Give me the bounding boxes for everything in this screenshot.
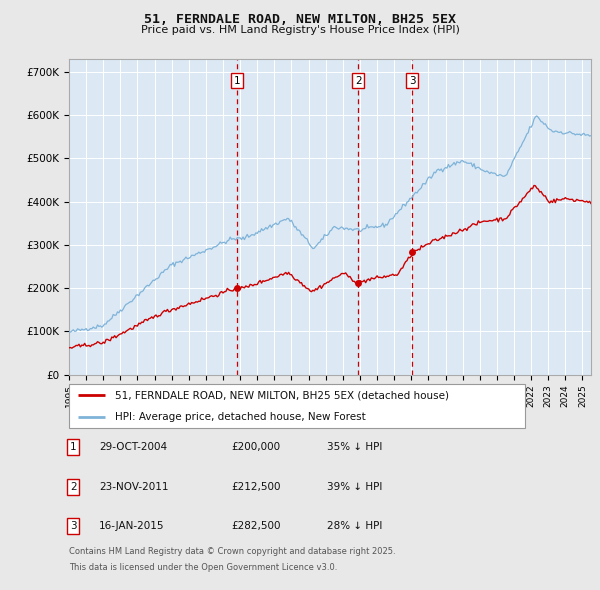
Text: £212,500: £212,500 xyxy=(231,482,281,491)
Text: 39% ↓ HPI: 39% ↓ HPI xyxy=(327,482,382,491)
Text: £200,000: £200,000 xyxy=(231,442,280,452)
Text: £282,500: £282,500 xyxy=(231,522,281,531)
Text: HPI: Average price, detached house, New Forest: HPI: Average price, detached house, New … xyxy=(115,412,365,422)
Text: This data is licensed under the Open Government Licence v3.0.: This data is licensed under the Open Gov… xyxy=(69,563,337,572)
Text: 2: 2 xyxy=(355,76,362,86)
Text: 1: 1 xyxy=(70,442,77,452)
Text: 28% ↓ HPI: 28% ↓ HPI xyxy=(327,522,382,531)
Text: 51, FERNDALE ROAD, NEW MILTON, BH25 5EX: 51, FERNDALE ROAD, NEW MILTON, BH25 5EX xyxy=(144,13,456,26)
Text: Price paid vs. HM Land Registry's House Price Index (HPI): Price paid vs. HM Land Registry's House … xyxy=(140,25,460,35)
Text: 2: 2 xyxy=(70,482,77,491)
Text: 23-NOV-2011: 23-NOV-2011 xyxy=(99,482,169,491)
Text: 35% ↓ HPI: 35% ↓ HPI xyxy=(327,442,382,452)
Text: Contains HM Land Registry data © Crown copyright and database right 2025.: Contains HM Land Registry data © Crown c… xyxy=(69,547,395,556)
Text: 1: 1 xyxy=(234,76,241,86)
Text: 3: 3 xyxy=(409,76,415,86)
Text: 51, FERNDALE ROAD, NEW MILTON, BH25 5EX (detached house): 51, FERNDALE ROAD, NEW MILTON, BH25 5EX … xyxy=(115,391,449,401)
FancyBboxPatch shape xyxy=(69,384,525,428)
Text: 29-OCT-2004: 29-OCT-2004 xyxy=(99,442,167,452)
Text: 3: 3 xyxy=(70,522,77,531)
Text: 16-JAN-2015: 16-JAN-2015 xyxy=(99,522,164,531)
